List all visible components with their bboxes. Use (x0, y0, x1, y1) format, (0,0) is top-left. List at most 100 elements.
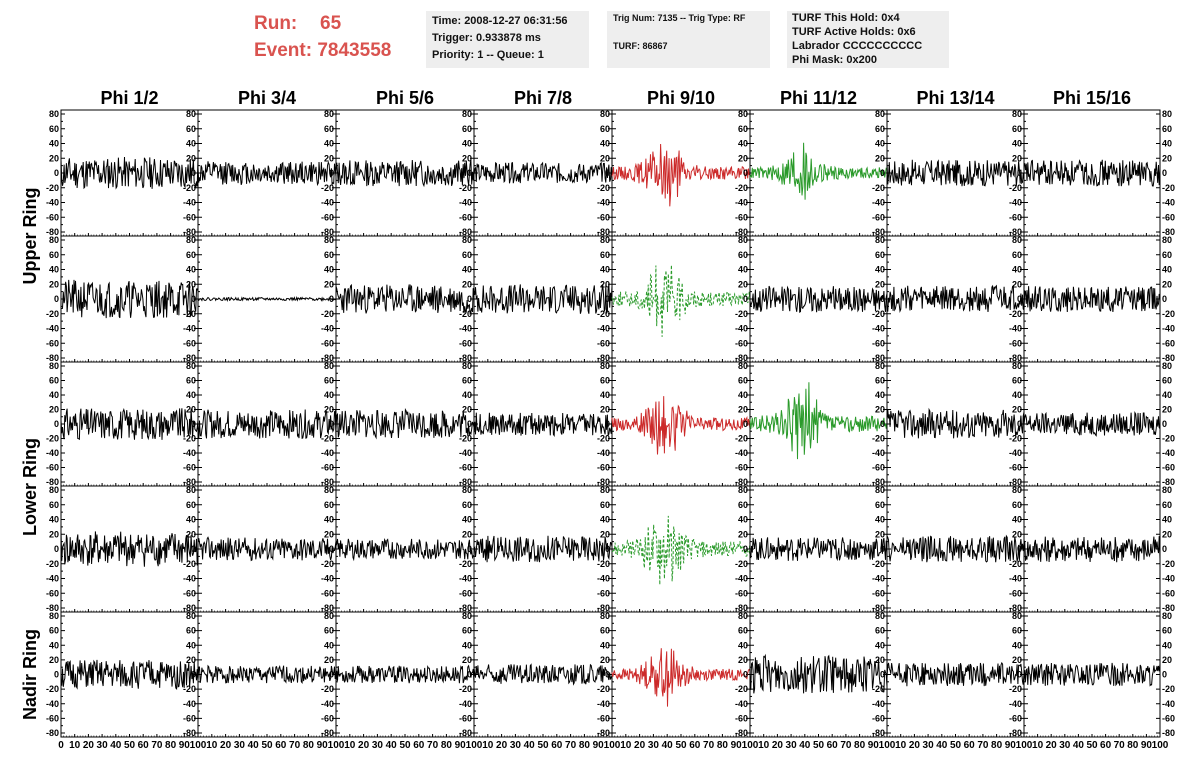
y-tick-label: 80 (875, 235, 885, 245)
y-tick-label: 0 (880, 670, 885, 680)
y-tick-label: -40 (597, 324, 610, 334)
y-tick-label: 40 (462, 390, 472, 400)
labrador-text: Labrador CCCCCCCCCC (792, 40, 923, 52)
waveform-trace (1023, 286, 1161, 313)
x-tick-label: 30 (97, 740, 109, 751)
y-tick-label: 60 (49, 500, 59, 510)
y-tick-label: -80 (459, 477, 472, 487)
y-tick-label: 40 (186, 265, 196, 275)
y-tick-label: -60 (735, 463, 748, 473)
y-tick-label: -60 (1162, 338, 1175, 348)
y-tick-label: -60 (1162, 463, 1175, 473)
y-tick-label: 0 (329, 670, 334, 680)
y-tick-label: 20 (49, 529, 59, 539)
x-tick-label: 40 (799, 740, 811, 751)
y-tick-label: 0 (880, 168, 885, 178)
waveform-trace (1023, 536, 1161, 563)
y-tick-label: -80 (597, 603, 610, 613)
y-tick-label: 40 (875, 515, 885, 525)
x-tick-label: 80 (991, 740, 1003, 751)
y-tick-label: -80 (872, 477, 885, 487)
y-tick-label: -80 (459, 603, 472, 613)
y-tick-label: -80 (1162, 728, 1175, 738)
column-header: Phi 1/2 (100, 88, 158, 108)
y-tick-label: 40 (462, 139, 472, 149)
x-tick-label: 40 (1073, 740, 1085, 751)
y-tick-label: 0 (1162, 168, 1167, 178)
y-tick-label: 60 (1162, 500, 1172, 510)
x-tick-label: 30 (234, 740, 246, 751)
y-tick-label: 0 (467, 294, 472, 304)
waveform-trace (886, 284, 1025, 313)
x-tick-label: 100 (466, 740, 483, 751)
y-tick-label: 20 (875, 279, 885, 289)
y-tick-label: -40 (597, 198, 610, 208)
y-tick-label: -60 (1009, 338, 1022, 348)
y-tick-label: -20 (1162, 434, 1175, 444)
y-tick-label: -20 (46, 434, 59, 444)
y-tick-label: -80 (1009, 227, 1022, 237)
y-tick-label: 60 (462, 376, 472, 386)
y-tick-label: 40 (738, 139, 748, 149)
y-tick-label: -40 (735, 574, 748, 584)
y-tick-label: 80 (1162, 109, 1172, 119)
y-tick-label: 20 (462, 279, 472, 289)
y-tick-label: -20 (46, 309, 59, 319)
y-tick-label: -40 (735, 448, 748, 458)
x-tick-label: 70 (565, 740, 577, 751)
y-tick-label: 0 (880, 544, 885, 554)
x-tick-label: 80 (1127, 740, 1139, 751)
y-tick-label: 40 (1162, 390, 1172, 400)
y-tick-label: -60 (872, 338, 885, 348)
y-tick-label: -80 (597, 227, 610, 237)
y-tick-label: 60 (324, 124, 334, 134)
y-tick-label: 0 (605, 544, 610, 554)
x-tick-label: 50 (813, 740, 825, 751)
y-tick-label: 60 (738, 626, 748, 636)
x-tick-label: 60 (689, 740, 701, 751)
y-tick-label: -40 (321, 699, 334, 709)
y-tick-label: 40 (600, 265, 610, 275)
y-tick-label: 60 (1162, 376, 1172, 386)
y-tick-label: 0 (191, 294, 196, 304)
y-tick-label: 20 (875, 655, 885, 665)
y-tick-label: -20 (1009, 559, 1022, 569)
y-tick-label: 80 (462, 361, 472, 371)
y-tick-label: 80 (1162, 361, 1172, 371)
y-tick-label: 80 (875, 485, 885, 495)
y-tick-label: 20 (875, 529, 885, 539)
y-tick-label: -80 (1162, 353, 1175, 363)
y-tick-label: 60 (738, 500, 748, 510)
y-tick-label: 0 (467, 419, 472, 429)
x-tick-label: 90 (455, 740, 467, 751)
waveform-trace (749, 285, 888, 313)
y-tick-label: -40 (735, 324, 748, 334)
y-tick-label: -80 (183, 353, 196, 363)
y-tick-label: 80 (1162, 235, 1172, 245)
y-tick-label: -20 (597, 434, 610, 444)
y-tick-label: -60 (321, 212, 334, 222)
x-tick-label: 60 (551, 740, 563, 751)
x-tick-label: 20 (772, 740, 784, 751)
y-tick-label: -40 (1009, 699, 1022, 709)
y-tick-label: 40 (186, 515, 196, 525)
y-tick-label: 0 (1162, 544, 1167, 554)
x-tick-label: 50 (950, 740, 962, 751)
y-tick-label: -60 (735, 338, 748, 348)
x-tick-label: 90 (731, 740, 743, 751)
y-tick-label: -80 (597, 353, 610, 363)
y-tick-label: 80 (600, 361, 610, 371)
column-header: Phi 9/10 (647, 88, 715, 108)
x-tick-label: 40 (386, 740, 398, 751)
x-tick-label: 100 (328, 740, 345, 751)
y-tick-label: -60 (459, 463, 472, 473)
y-tick-label: 60 (875, 250, 885, 260)
y-tick-label: 20 (1012, 529, 1022, 539)
y-tick-label: -80 (1162, 227, 1175, 237)
y-tick-label: 20 (1012, 405, 1022, 415)
y-tick-label: 80 (186, 611, 196, 621)
y-tick-label: -80 (321, 477, 334, 487)
y-tick-label: -80 (872, 603, 885, 613)
y-tick-label: 40 (600, 640, 610, 650)
y-tick-label: -40 (1162, 699, 1175, 709)
